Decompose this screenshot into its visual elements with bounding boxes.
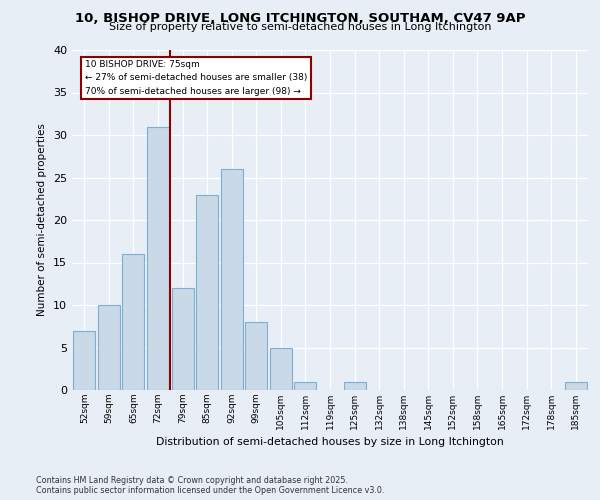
Bar [295, 382, 316, 390]
Text: Size of property relative to semi-detached houses in Long Itchington: Size of property relative to semi-detach… [109, 22, 491, 32]
Text: Contains HM Land Registry data © Crown copyright and database right 2025.
Contai: Contains HM Land Registry data © Crown c… [36, 476, 385, 495]
Bar [122, 254, 145, 390]
Bar [565, 382, 587, 390]
Bar [270, 348, 292, 390]
Bar [221, 169, 243, 390]
Bar [147, 126, 169, 390]
Bar [73, 330, 95, 390]
X-axis label: Distribution of semi-detached houses by size in Long Itchington: Distribution of semi-detached houses by … [156, 438, 504, 448]
Bar [245, 322, 268, 390]
Text: 10 BISHOP DRIVE: 75sqm
← 27% of semi-detached houses are smaller (38)
70% of sem: 10 BISHOP DRIVE: 75sqm ← 27% of semi-det… [85, 60, 307, 96]
Text: 10, BISHOP DRIVE, LONG ITCHINGTON, SOUTHAM, CV47 9AP: 10, BISHOP DRIVE, LONG ITCHINGTON, SOUTH… [75, 12, 525, 26]
Y-axis label: Number of semi-detached properties: Number of semi-detached properties [37, 124, 47, 316]
Bar [344, 382, 365, 390]
Bar [98, 305, 120, 390]
Bar [196, 194, 218, 390]
Bar [172, 288, 194, 390]
